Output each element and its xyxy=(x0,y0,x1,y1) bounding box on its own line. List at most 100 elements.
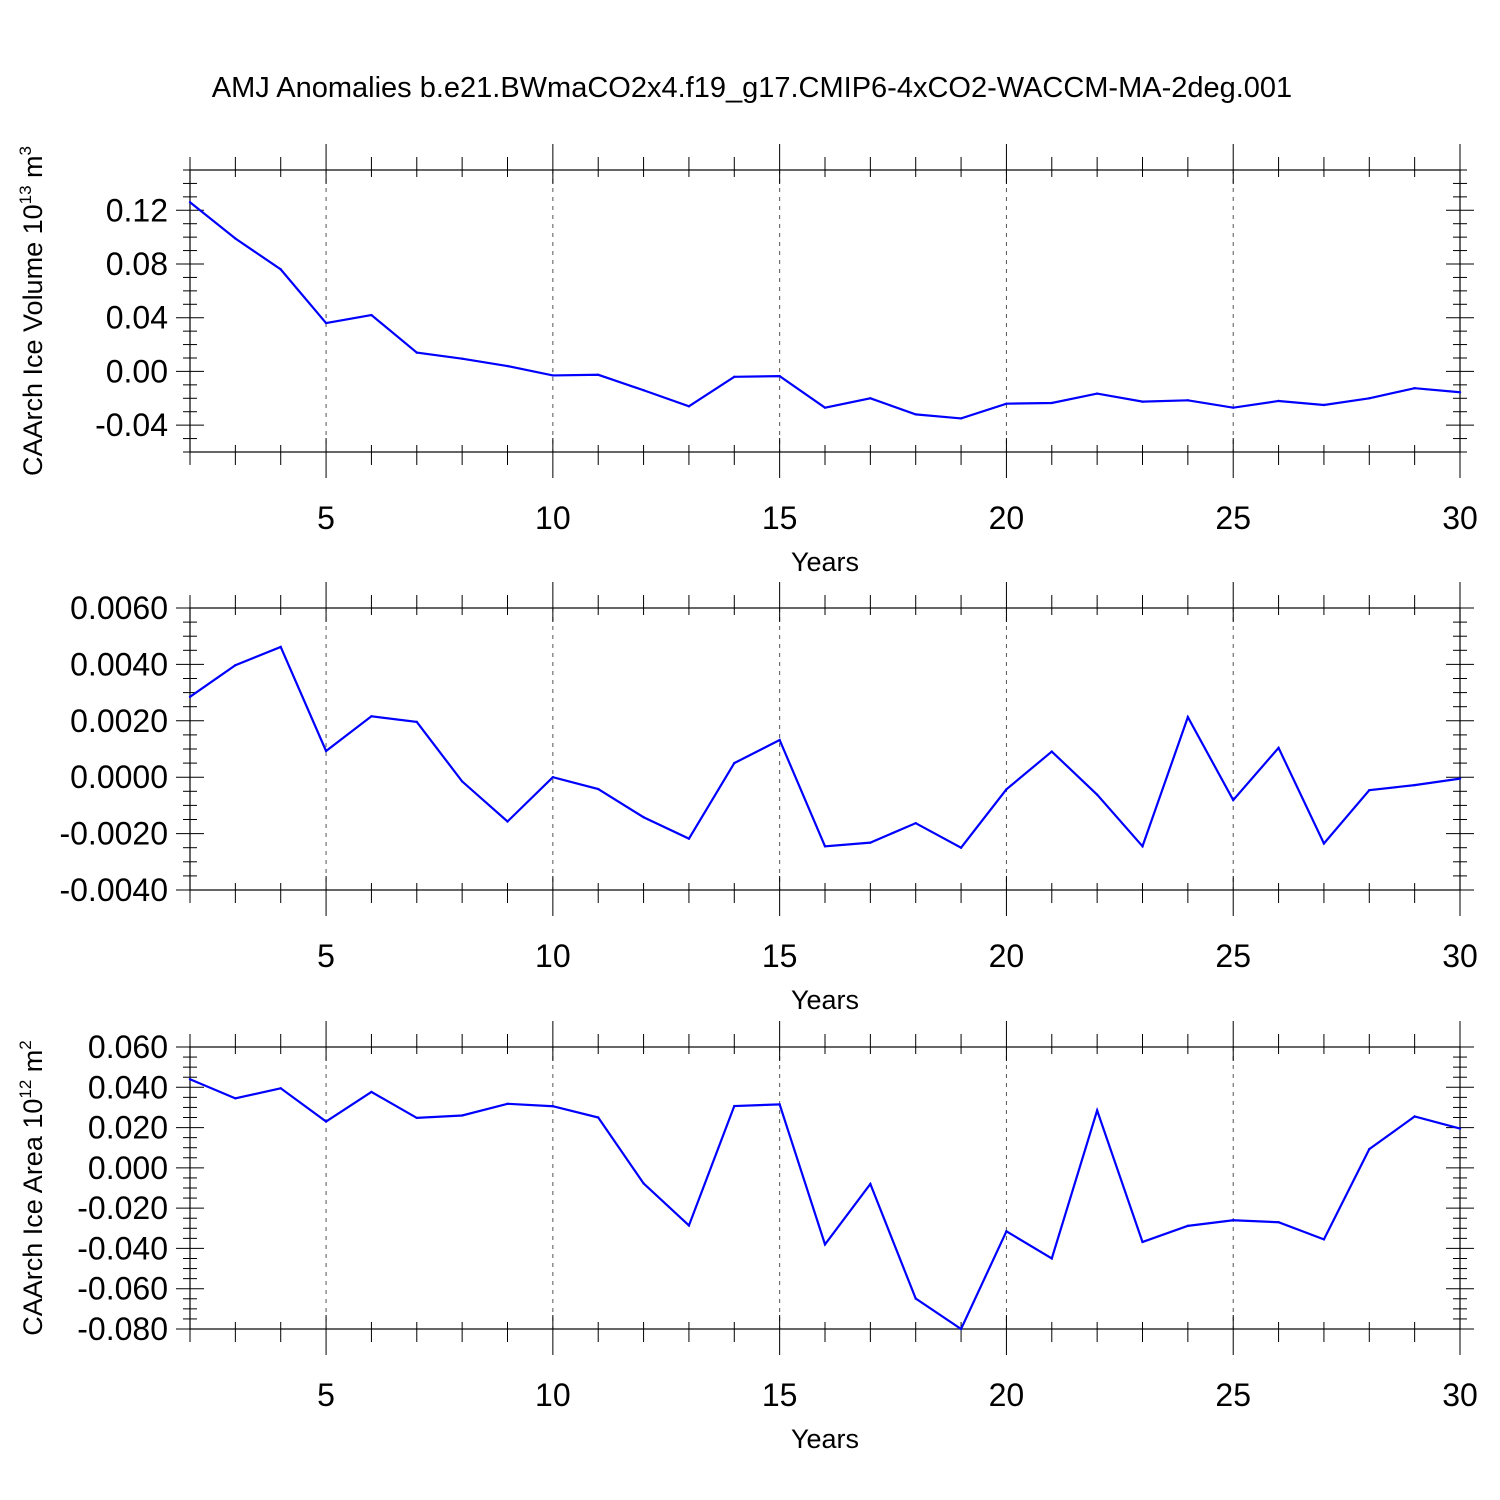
ice-volume-data-point xyxy=(1277,399,1280,403)
ice-volume-data-point xyxy=(1368,397,1371,400)
snow-volume-x-tick-label: 5 xyxy=(317,938,335,974)
ice-volume-x-tick-label: 25 xyxy=(1215,500,1251,536)
ice-volume-data-point xyxy=(869,397,872,400)
ice-area-data-point xyxy=(687,1224,691,1227)
ice-volume-data-point xyxy=(1458,391,1462,394)
ice-area-series-line xyxy=(189,1078,1461,1331)
snow-volume-data-point xyxy=(1186,715,1190,719)
ice-area-data-point xyxy=(1232,1219,1235,1222)
snow-volume-x-tick-label: 30 xyxy=(1442,938,1478,974)
ice-area-data-point xyxy=(733,1104,736,1108)
ice-volume-data-point xyxy=(687,405,691,408)
snow-volume-data-point xyxy=(914,821,917,825)
ice-area-y-tick-label: 0.020 xyxy=(88,1110,168,1146)
snow-volume-data-point xyxy=(1005,788,1008,791)
ice-volume-series-line xyxy=(189,201,1461,420)
ice-volume-x-tick-label: 5 xyxy=(317,500,335,536)
ice-volume-x-axis-title: Years xyxy=(791,547,859,577)
snow-volume-data-point xyxy=(823,845,827,848)
ice-volume-data-point xyxy=(234,237,237,240)
ice-volume-x-tick-label: 30 xyxy=(1442,500,1478,536)
snow-volume-y-tick-label: 0.0060 xyxy=(70,590,168,626)
ice-area-y-tick-label: 0.040 xyxy=(88,1069,168,1105)
snow-volume-data-point xyxy=(869,841,872,844)
ice-volume-data-point xyxy=(1232,406,1235,409)
ice-volume-y-tick-label: 0.04 xyxy=(106,300,168,336)
ice-volume-panel: 5 10 15 20 25 30 -0.04 0.00 0.04 0.08 0.12 Years CAA… xyxy=(16,144,1478,577)
ice-volume-x-tick-label: 20 xyxy=(989,500,1025,536)
ice-area-data-point xyxy=(1413,1115,1416,1118)
ice-area-y-tick-label: -0.040 xyxy=(77,1230,168,1266)
ice-area-data-point xyxy=(959,1327,963,1331)
ice-area-x-tick-label: 5 xyxy=(317,1377,335,1413)
snow-volume-data-point xyxy=(279,645,282,649)
ice-volume-data-point xyxy=(823,406,827,409)
ice-area-data-point xyxy=(869,1182,872,1186)
snow-volume-data-point xyxy=(324,749,328,753)
snow-volume-data-point xyxy=(1095,793,1099,796)
snow-volume-data-point xyxy=(597,787,600,791)
snow-volume-data-point xyxy=(687,837,691,840)
snow-volume-data-point xyxy=(959,846,963,849)
ice-area-data-point xyxy=(415,1116,418,1120)
ice-area-data-point xyxy=(1050,1257,1053,1260)
ice-area-data-point xyxy=(370,1090,373,1094)
ice-area-y-tick-label: -0.060 xyxy=(77,1271,168,1307)
ice-area-y-tick-label: -0.080 xyxy=(77,1311,168,1347)
ice-volume-data-point xyxy=(188,201,192,204)
ice-area-data-point xyxy=(279,1087,282,1090)
ice-area-x-tick-label: 15 xyxy=(762,1377,798,1413)
ice-area-x-tick-label: 25 xyxy=(1215,1377,1251,1413)
ice-area-y-tick-label: -0.020 xyxy=(77,1190,168,1226)
ice-area-data-point xyxy=(597,1116,600,1119)
ice-area-plot-frame xyxy=(189,1046,1461,1330)
ice-volume-data-point xyxy=(415,351,418,354)
snow-volume-data-point xyxy=(234,664,237,667)
ice-area-data-point xyxy=(1005,1230,1008,1233)
ice-volume-data-point xyxy=(460,357,464,360)
snow-volume-data-point xyxy=(370,715,373,718)
snow-volume-y-tick-label: 0.0000 xyxy=(70,759,168,795)
ice-area-data-point xyxy=(914,1297,917,1300)
snow-volume-x-tick-label: 10 xyxy=(535,938,571,974)
ice-area-data-point xyxy=(1322,1238,1326,1241)
snow-volume-x-axis-title: Years xyxy=(791,985,859,1015)
ice-volume-data-point xyxy=(1186,399,1190,402)
snow-volume-data-point xyxy=(778,738,781,742)
ice-volume-y-tick-label: 0.12 xyxy=(106,192,168,228)
ice-area-data-point xyxy=(1458,1127,1462,1130)
snow-volume-data-point xyxy=(1368,788,1371,792)
snow-volume-data-point xyxy=(1413,783,1416,787)
ice-area-x-tick-label: 10 xyxy=(535,1377,571,1413)
ice-area-data-point xyxy=(460,1114,464,1117)
ice-area-data-point xyxy=(188,1078,192,1081)
snow-volume-y-tick-label: -0.0020 xyxy=(59,816,168,852)
ice-volume-y-tick-label: -0.04 xyxy=(95,407,168,443)
snow-volume-data-point xyxy=(642,816,645,819)
ice-volume-data-point xyxy=(1005,402,1008,405)
snow-volume-data-point xyxy=(551,776,555,779)
snow-volume-data-point xyxy=(733,761,736,765)
ice-area-y-tick-label: 0.000 xyxy=(88,1150,168,1186)
ice-volume-data-point xyxy=(1141,400,1144,403)
ice-volume-data-point xyxy=(914,413,917,416)
ice-volume-y-tick-label: 0.08 xyxy=(106,246,168,282)
ice-volume-data-point xyxy=(959,417,963,420)
snow-volume-data-point xyxy=(415,720,418,724)
ice-area-data-point xyxy=(642,1182,645,1185)
snow-volume-series-line xyxy=(189,645,1461,850)
snow-volume-x-tick-label: 20 xyxy=(989,938,1025,974)
ice-area-data-point xyxy=(324,1120,328,1123)
snow-volume-x-tick-label: 15 xyxy=(762,938,798,974)
snow-volume-data-point xyxy=(1141,845,1144,848)
snow-volume-data-point xyxy=(1277,746,1280,750)
ice-volume-data-point xyxy=(506,364,509,368)
ice-area-data-point xyxy=(234,1097,237,1100)
ice-volume-x-tick-label: 10 xyxy=(535,500,571,536)
ice-area-data-point xyxy=(1277,1221,1280,1224)
ice-area-x-tick-label: 20 xyxy=(989,1377,1025,1413)
chart-title: AMJ Anomalies b.e21.BWmaCO2x4.f19_g17.CM… xyxy=(212,72,1292,104)
ice-area-data-point xyxy=(1186,1224,1190,1228)
snow-volume-y-tick-label: 0.0040 xyxy=(70,646,168,682)
